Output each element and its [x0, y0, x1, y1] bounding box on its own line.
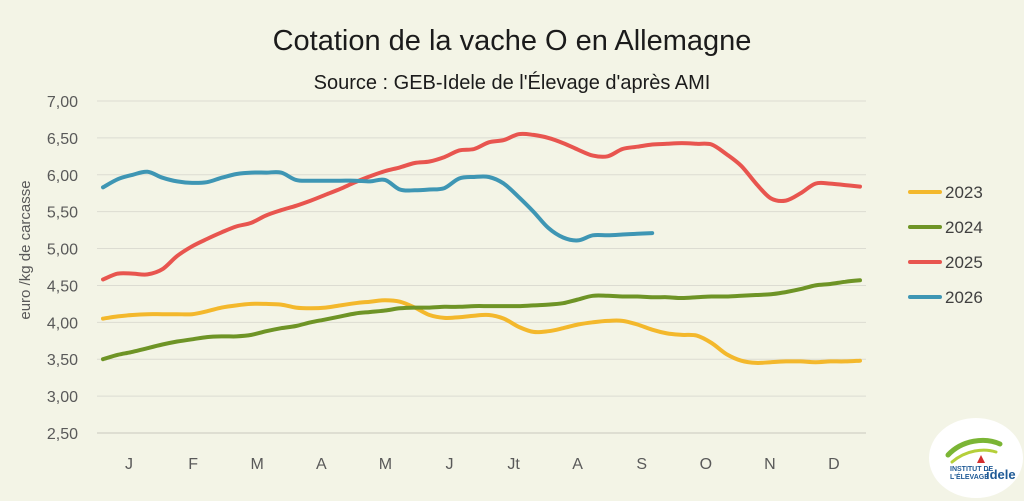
x-tick-label: M: [379, 456, 392, 473]
series-lines: [101, 131, 862, 365]
series-line-2025: [101, 131, 862, 282]
y-tick-label: 3,00: [47, 389, 78, 406]
series-line-2023: [101, 298, 862, 365]
y-tick-label: 7,00: [47, 94, 78, 111]
legend-label-2025: 2025: [945, 253, 983, 272]
logo-brand: idele: [986, 467, 1016, 482]
legend-label-2026: 2026: [945, 288, 983, 307]
legend: 2023 2024 2025 2026: [908, 183, 983, 307]
y-tick-label: 6,50: [47, 131, 78, 148]
y-tick-label: 4,50: [47, 278, 78, 295]
x-tick-label: A: [316, 456, 327, 473]
chart-title: Cotation de la vache O en Allemagne: [273, 25, 752, 57]
x-tick-label: S: [636, 456, 647, 473]
x-tick-label: F: [188, 456, 198, 473]
series-line-2024: [101, 278, 862, 362]
legend-label-2024: 2024: [945, 218, 983, 237]
idele-logo: INSTITUT DE L'ÉLEVAGE idele: [929, 418, 1023, 498]
x-tick-labels: J F M A M J Jt A S O N D: [125, 456, 840, 473]
legend-label-2023: 2023: [945, 183, 983, 202]
y-tick-label: 5,00: [47, 242, 78, 259]
series-line-2026: [101, 169, 655, 243]
x-tick-label: N: [764, 456, 776, 473]
x-tick-label: Jt: [507, 456, 520, 473]
x-tick-label: M: [251, 456, 264, 473]
x-tick-label: J: [445, 456, 453, 473]
x-tick-label: D: [828, 456, 840, 473]
chart-subtitle: Source : GEB-Idele de l'Élevage d'après …: [314, 71, 711, 94]
y-tick-label: 2,50: [47, 426, 78, 443]
x-tick-label: J: [125, 456, 133, 473]
x-tick-label: A: [572, 456, 583, 473]
logo-text-2: L'ÉLEVAGE: [950, 472, 989, 481]
gridlines: [97, 100, 866, 434]
y-tick-label: 4,00: [47, 315, 78, 332]
x-tick-label: O: [700, 456, 712, 473]
y-tick-label: 3,50: [47, 352, 78, 369]
y-tick-label: 5,50: [47, 205, 78, 222]
y-tick-labels: 2,50 3,00 3,50 4,00 4,50 5,00 5,50 6,00 6,50 7,00: [47, 94, 78, 443]
logo-text-1: INSTITUT DE: [950, 466, 993, 473]
y-tick-label: 6,00: [47, 168, 78, 185]
y-axis-label: euro /kg de carcasse: [17, 180, 34, 319]
